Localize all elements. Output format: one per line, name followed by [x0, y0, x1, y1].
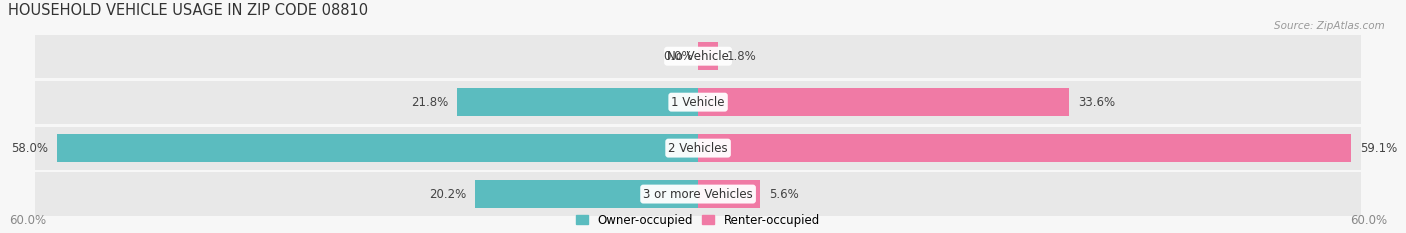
Bar — [35, 34, 699, 78]
Text: 59.1%: 59.1% — [1360, 142, 1398, 155]
Text: 20.2%: 20.2% — [429, 188, 465, 201]
Bar — [699, 81, 1361, 124]
Bar — [699, 127, 1361, 170]
Bar — [699, 88, 1070, 116]
Text: 1.8%: 1.8% — [727, 50, 756, 63]
Text: 33.6%: 33.6% — [1078, 96, 1115, 109]
Bar — [35, 81, 699, 124]
Text: 0.0%: 0.0% — [664, 50, 693, 63]
Text: 60.0%: 60.0% — [1350, 214, 1388, 227]
Text: 5.6%: 5.6% — [769, 188, 799, 201]
Bar — [699, 172, 1361, 216]
Bar — [699, 180, 761, 208]
Text: Source: ZipAtlas.com: Source: ZipAtlas.com — [1274, 21, 1385, 31]
Bar — [58, 134, 699, 162]
Text: 1 Vehicle: 1 Vehicle — [671, 96, 725, 109]
Text: 2 Vehicles: 2 Vehicles — [668, 142, 728, 155]
Bar — [35, 172, 699, 216]
Bar — [35, 127, 699, 170]
Bar — [699, 134, 1351, 162]
Text: 3 or more Vehicles: 3 or more Vehicles — [643, 188, 754, 201]
Text: No Vehicle: No Vehicle — [666, 50, 730, 63]
Bar — [699, 34, 1361, 78]
Text: HOUSEHOLD VEHICLE USAGE IN ZIP CODE 08810: HOUSEHOLD VEHICLE USAGE IN ZIP CODE 0881… — [7, 3, 367, 18]
Legend: Owner-occupied, Renter-occupied: Owner-occupied, Renter-occupied — [571, 209, 825, 231]
Text: 60.0%: 60.0% — [8, 214, 46, 227]
Bar — [475, 180, 699, 208]
Text: 58.0%: 58.0% — [11, 142, 48, 155]
Text: 21.8%: 21.8% — [411, 96, 449, 109]
Bar — [699, 42, 718, 70]
Bar — [457, 88, 699, 116]
